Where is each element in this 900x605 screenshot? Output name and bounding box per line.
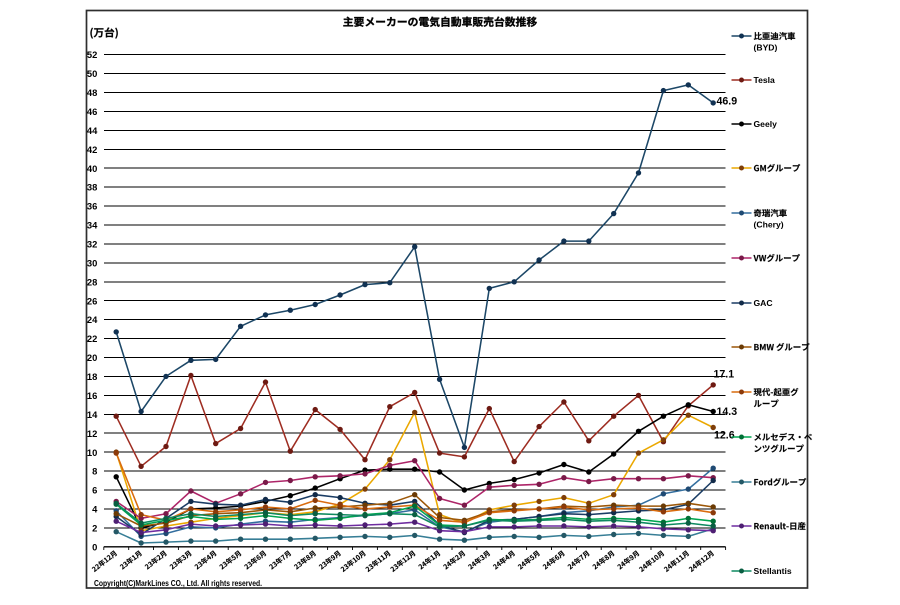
svg-text:52: 52: [87, 49, 97, 60]
svg-text:30: 30: [87, 257, 97, 268]
svg-text:24: 24: [87, 314, 98, 325]
svg-text:Stellantis: Stellantis: [754, 566, 792, 576]
svg-text:(BYD): (BYD): [754, 43, 778, 53]
svg-text:46.9: 46.9: [717, 96, 738, 108]
svg-text:4: 4: [92, 504, 98, 515]
svg-text:46: 46: [87, 106, 97, 117]
svg-text:38: 38: [87, 182, 97, 193]
svg-text:GAC: GAC: [754, 298, 773, 308]
svg-text:12.6: 12.6: [714, 430, 735, 442]
svg-text:22: 22: [87, 333, 97, 344]
svg-text:44: 44: [87, 125, 98, 136]
svg-text:26: 26: [87, 295, 97, 306]
svg-text:20: 20: [87, 352, 97, 363]
svg-text:42: 42: [87, 144, 97, 155]
svg-text:16: 16: [87, 390, 97, 401]
svg-text:8: 8: [92, 466, 97, 477]
svg-text:12: 12: [87, 428, 97, 439]
svg-text:0: 0: [92, 541, 97, 552]
svg-text:10: 10: [87, 447, 97, 458]
svg-text:Copyright(C)MarkLines CO., Ltd: Copyright(C)MarkLines CO., Ltd. All righ…: [94, 579, 262, 588]
svg-text:6: 6: [92, 485, 97, 496]
svg-text:18: 18: [87, 371, 97, 382]
svg-text:17.1: 17.1: [714, 369, 735, 381]
svg-text:(Chery): (Chery): [754, 220, 784, 230]
svg-text:Geely: Geely: [754, 119, 778, 129]
svg-text:34: 34: [87, 220, 98, 231]
svg-text:2: 2: [92, 523, 97, 534]
svg-text:48: 48: [87, 87, 97, 98]
svg-text:36: 36: [87, 201, 97, 212]
svg-text:50: 50: [87, 68, 97, 79]
svg-text:Tesla: Tesla: [754, 75, 776, 85]
svg-text:32: 32: [87, 239, 97, 250]
svg-text:14.3: 14.3: [717, 406, 738, 418]
svg-text:40: 40: [87, 163, 97, 174]
svg-text:14: 14: [87, 409, 98, 420]
svg-text:28: 28: [87, 276, 97, 287]
